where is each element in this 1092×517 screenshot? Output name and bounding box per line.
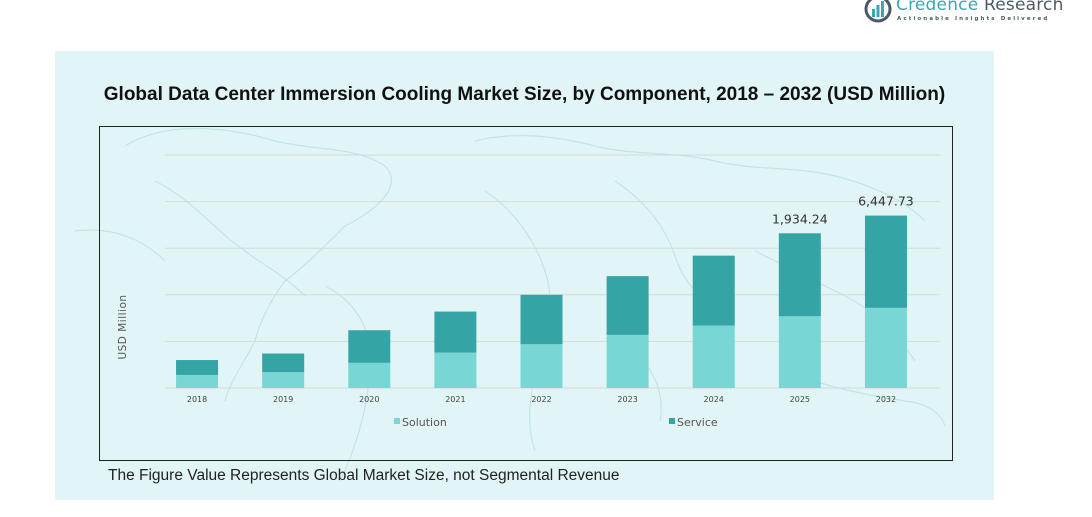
bar-solution-2032 <box>864 307 907 388</box>
bar-solution-2024 <box>692 325 735 388</box>
x-tick-label: 2021 <box>445 395 465 404</box>
bar-solution-2025 <box>778 316 821 388</box>
brand-tagline: Actionable Insights Delivered <box>897 16 1050 22</box>
y-axis-label: USD Million <box>117 294 129 359</box>
bar-service-2023 <box>606 276 649 335</box>
bar-service-2018 <box>176 360 219 375</box>
x-tick-label: 2023 <box>617 395 637 404</box>
x-tick-label: 2025 <box>790 395 810 404</box>
legend-label-solution: Solution <box>402 416 447 429</box>
x-tick-label: 2018 <box>187 395 207 404</box>
bar-solution-2019 <box>262 372 305 388</box>
bar-solution-2018 <box>176 374 219 388</box>
footer-note: The Figure Value Represents Global Marke… <box>108 467 620 484</box>
chart-panel: Global Data Center Immersion Cooling Mar… <box>55 51 994 500</box>
brand-name: Credence Research <box>896 0 1064 15</box>
bar-service-2022 <box>520 294 563 345</box>
bar-service-2020 <box>348 330 391 363</box>
x-tick-label: 2019 <box>273 395 293 404</box>
legend: Solution Service <box>394 416 718 429</box>
legend-swatch-solution <box>394 418 400 424</box>
brand-logo: Credence Research Actionable Insights De… <box>862 0 1092 28</box>
x-tick-labels: 2018 2019 2020 2021 2022 2023 2024 2025 2032 <box>187 395 896 404</box>
data-label: 1,934.24 <box>772 211 828 226</box>
x-tick-label: 2032 <box>876 395 896 404</box>
x-tick-label: 2020 <box>359 395 379 404</box>
bar-service-2021 <box>434 311 477 353</box>
bar-service-2025 <box>778 233 821 317</box>
legend-label-service: Service <box>677 416 718 429</box>
stacked-bar-chart: 2018 2019 2020 2021 2022 2023 2024 2025 2032 1,9… <box>117 154 940 429</box>
bar-solution-2022 <box>520 344 563 388</box>
bars <box>176 215 907 388</box>
x-tick-label: 2022 <box>531 395 551 404</box>
bar-service-2019 <box>262 353 305 373</box>
data-labels: 1,934.24 6,447.73 <box>772 194 914 227</box>
bar-solution-2020 <box>348 362 391 388</box>
bar-service-2024 <box>692 255 735 326</box>
x-tick-label: 2024 <box>704 395 724 404</box>
data-label: 6,447.73 <box>858 194 914 209</box>
legend-swatch-service <box>669 418 675 424</box>
plot-frame <box>99 126 953 461</box>
bar-service-2032 <box>864 215 907 308</box>
bar-solution-2021 <box>434 352 477 388</box>
chart-title: Global Data Center Immersion Cooling Mar… <box>103 84 946 105</box>
bar-solution-2023 <box>606 334 649 388</box>
bar-chart-circle-icon <box>864 0 892 23</box>
